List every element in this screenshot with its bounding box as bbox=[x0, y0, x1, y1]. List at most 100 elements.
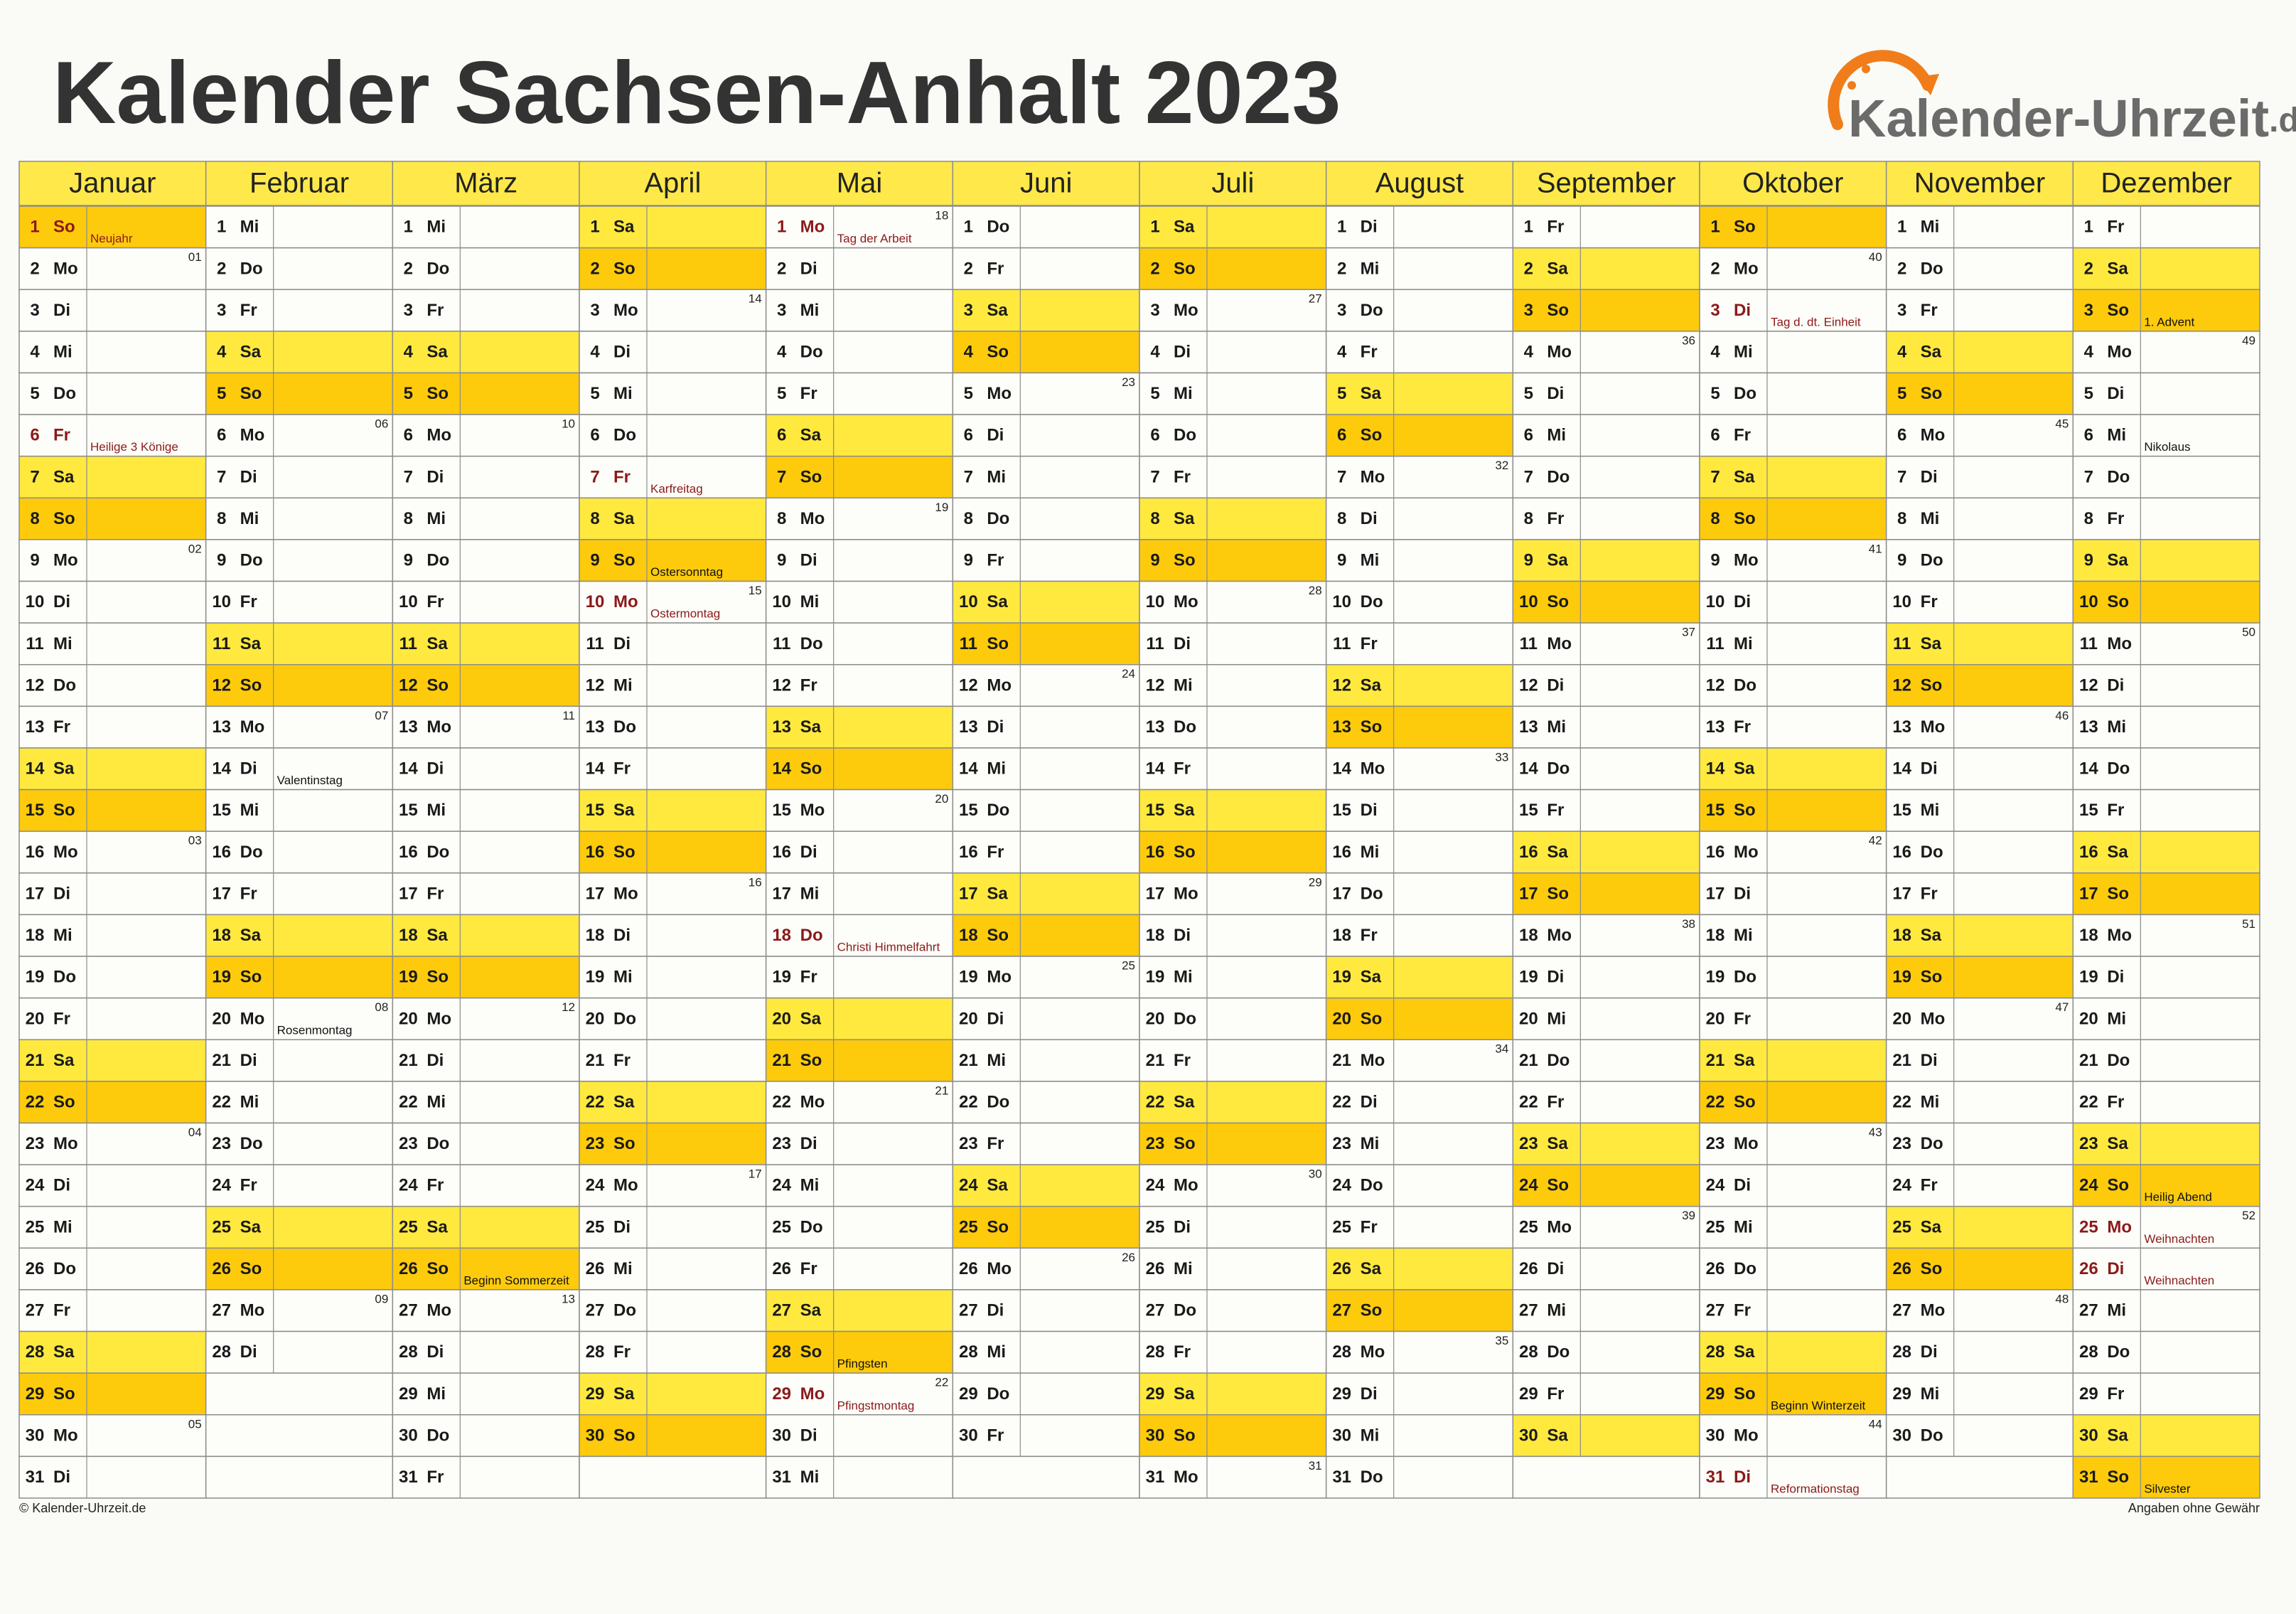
day-cell bbox=[1139, 497, 1327, 540]
day-number: 18 bbox=[1332, 926, 1351, 945]
day-number: 25 bbox=[2079, 1217, 2098, 1236]
day-number: 13 bbox=[586, 717, 605, 737]
day-number: 1 bbox=[964, 218, 973, 237]
day-number: 27 bbox=[586, 1301, 605, 1320]
day-number: 13 bbox=[2079, 717, 2098, 737]
weekday: Fr bbox=[1361, 1217, 1378, 1236]
weekday: Fr bbox=[987, 1426, 1004, 1445]
weekday: Sa bbox=[240, 926, 262, 945]
day-cell bbox=[952, 205, 1140, 249]
week-number: 46 bbox=[2055, 709, 2069, 722]
weekday: Mi bbox=[1174, 1259, 1193, 1278]
day-number: 24 bbox=[1332, 1176, 1351, 1195]
day-cell bbox=[2072, 830, 2260, 874]
day-cell bbox=[1512, 1247, 1700, 1290]
weekday: So bbox=[1734, 801, 1756, 820]
day-cell bbox=[18, 372, 207, 415]
weekday: So bbox=[1361, 1301, 1383, 1320]
day-cell bbox=[1699, 663, 1887, 707]
weekday: Di bbox=[1174, 926, 1191, 945]
month-name: Januar bbox=[69, 168, 156, 199]
week-number: 33 bbox=[1495, 750, 1508, 764]
weekday: Do bbox=[1361, 1468, 1383, 1487]
weekday: So bbox=[1361, 426, 1383, 445]
day-cell bbox=[1139, 914, 1327, 957]
weekday: Di bbox=[987, 1301, 1004, 1320]
day-cell bbox=[765, 872, 954, 916]
day-number: 12 bbox=[399, 675, 418, 695]
day-cell bbox=[392, 372, 580, 415]
day-number: 12 bbox=[1706, 675, 1725, 695]
day-cell bbox=[1512, 1122, 1700, 1165]
weekday: Di bbox=[427, 467, 444, 486]
day-number: 31 bbox=[1146, 1468, 1165, 1487]
weekday: Di bbox=[1921, 1051, 1938, 1070]
day-number: 5 bbox=[1710, 384, 1720, 403]
weekday: Fr bbox=[1361, 926, 1378, 945]
day-cell bbox=[952, 1330, 1140, 1374]
day-number: 18 bbox=[1706, 926, 1725, 945]
day-cell bbox=[392, 1205, 580, 1249]
day-cell bbox=[765, 663, 954, 707]
day-cell bbox=[765, 830, 954, 874]
day-cell bbox=[205, 1330, 394, 1374]
day-cell bbox=[765, 1330, 954, 1374]
logo-dot bbox=[1862, 65, 1870, 73]
weekday: Di bbox=[1921, 467, 1938, 486]
day-cell bbox=[18, 914, 207, 957]
day-number: 15 bbox=[1332, 801, 1351, 820]
day-number: 17 bbox=[26, 884, 45, 903]
week-number: 48 bbox=[2055, 1292, 2069, 1305]
day-cell bbox=[952, 1289, 1140, 1332]
weekday: Mo bbox=[1547, 634, 1572, 653]
weekday: Mo bbox=[987, 1259, 1012, 1278]
day-number: 19 bbox=[1519, 968, 1538, 987]
day-number: 11 bbox=[1706, 634, 1724, 653]
day-note: Neujahr bbox=[90, 232, 133, 245]
day-cell bbox=[205, 1039, 394, 1082]
week-number: 34 bbox=[1495, 1042, 1508, 1056]
empty-cell bbox=[1512, 1455, 1700, 1499]
weekday: So bbox=[1921, 968, 1943, 987]
day-number: 26 bbox=[212, 1259, 231, 1278]
weekday: Di bbox=[1734, 301, 1751, 320]
day-cell bbox=[1512, 622, 1700, 666]
weekday: Do bbox=[1734, 675, 1756, 695]
week-number: 15 bbox=[749, 584, 762, 597]
day-cell bbox=[1885, 622, 2074, 666]
day-number: 13 bbox=[959, 717, 978, 737]
weekday: Mi bbox=[2107, 717, 2126, 737]
week-number: 20 bbox=[935, 792, 948, 806]
day-cell bbox=[1139, 830, 1327, 874]
day-number: 2 bbox=[1710, 259, 1720, 278]
day-cell bbox=[392, 956, 580, 999]
day-number: 9 bbox=[1897, 551, 1906, 570]
day-number: 31 bbox=[772, 1468, 791, 1487]
day-number: 30 bbox=[1519, 1426, 1538, 1445]
day-number: 10 bbox=[772, 592, 791, 611]
day-cell bbox=[205, 539, 394, 582]
weekday: Mo bbox=[1547, 926, 1572, 945]
weekday: Mo bbox=[427, 426, 451, 445]
day-note: Heilige 3 Könige bbox=[90, 440, 178, 454]
weekday: Fr bbox=[1547, 1093, 1564, 1112]
day-number: 31 bbox=[2079, 1468, 2098, 1487]
weekday: Mi bbox=[53, 342, 73, 361]
day-number: 8 bbox=[2084, 509, 2093, 528]
day-cell bbox=[1699, 1414, 1887, 1458]
day-number: 19 bbox=[772, 968, 791, 987]
day-cell bbox=[1885, 455, 2074, 499]
weekday: Di bbox=[53, 592, 70, 611]
day-cell bbox=[392, 789, 580, 832]
day-cell bbox=[1885, 789, 2074, 832]
day-cell bbox=[1325, 414, 1514, 457]
weekday: Do bbox=[1734, 384, 1756, 403]
day-cell bbox=[1699, 247, 1887, 290]
weekday: Fr bbox=[1174, 759, 1191, 779]
weekday: Do bbox=[800, 342, 823, 361]
day-cell bbox=[1139, 455, 1327, 499]
weekday: So bbox=[427, 675, 449, 695]
day-cell bbox=[205, 205, 394, 249]
day-number: 10 bbox=[1519, 592, 1538, 611]
